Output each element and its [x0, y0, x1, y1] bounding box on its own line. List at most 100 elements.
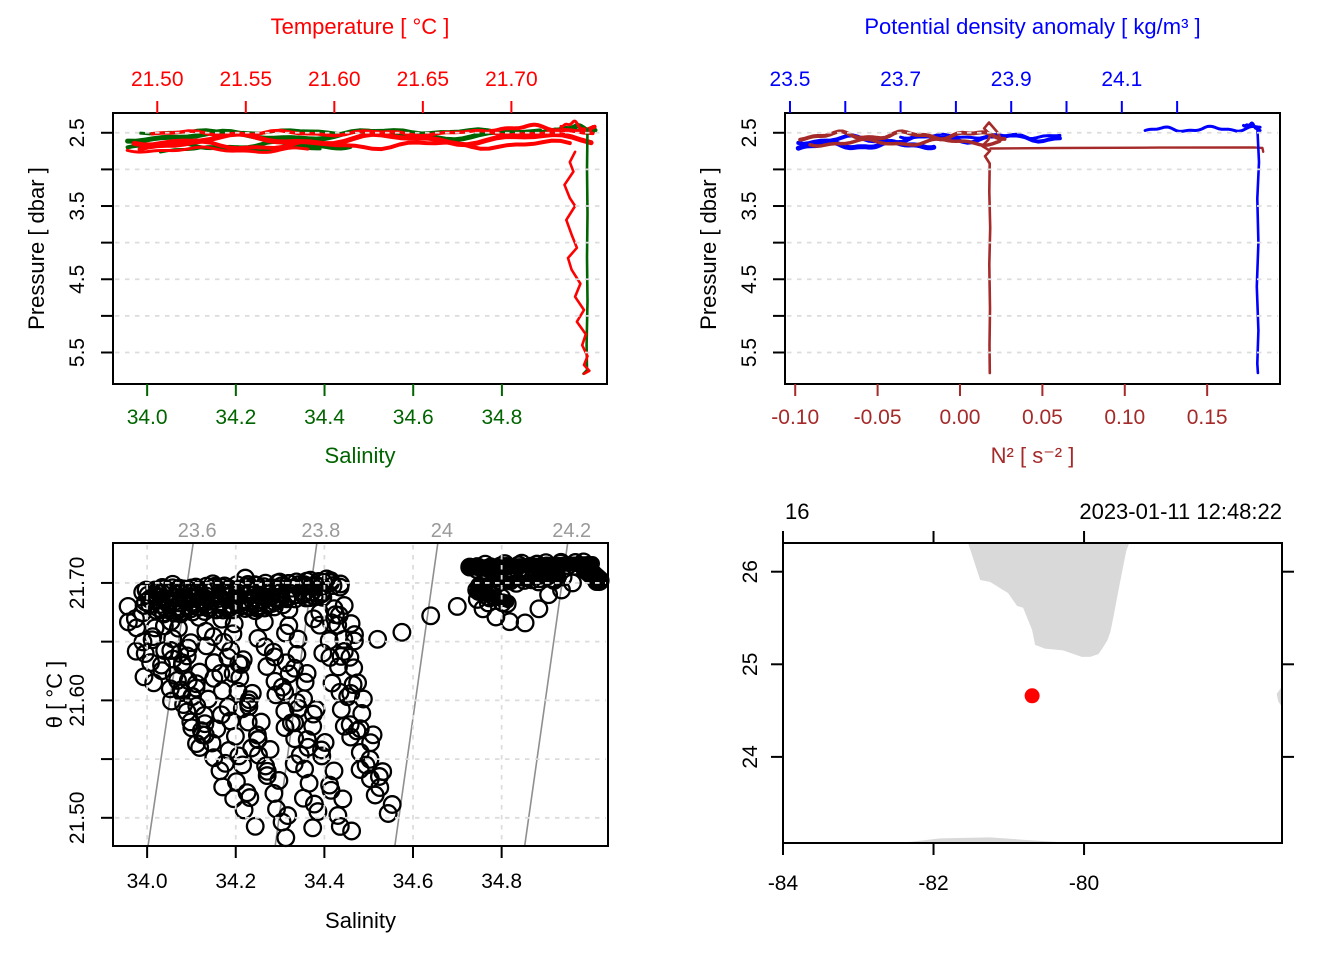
tick-label: 4.5 — [738, 265, 761, 294]
data-point — [267, 587, 287, 607]
tick-label: -80 — [1069, 872, 1099, 895]
tick-label: 34.2 — [215, 406, 256, 429]
tick-label: 34.2 — [215, 870, 256, 893]
station-datetime-title: 2023-01-11 12:48:22 — [1079, 499, 1282, 524]
tick-label: 34.6 — [393, 406, 434, 429]
tick-label: 34.0 — [127, 870, 168, 893]
data-point — [363, 725, 383, 745]
data-point — [308, 802, 328, 822]
tick-label: 34.8 — [481, 870, 522, 893]
tick-label: 34.4 — [304, 406, 345, 429]
tick-label: -0.10 — [771, 406, 819, 429]
axis-title-pressure: Pressure [ dbar ] — [24, 167, 49, 330]
data-point — [276, 653, 296, 673]
surface-band-stroke — [131, 131, 594, 148]
data-point — [370, 778, 390, 798]
data-point — [334, 642, 354, 661]
data-point — [226, 772, 246, 792]
data-point — [238, 693, 258, 713]
data-point — [196, 592, 216, 612]
tick-label: 23.5 — [770, 68, 811, 91]
tick-label: 21.60 — [308, 68, 361, 91]
n2-profile-line — [980, 121, 1003, 375]
tick-label: 34.8 — [481, 406, 522, 429]
station-number-title: 16 — [785, 499, 809, 524]
data-point — [190, 738, 210, 757]
data-point — [328, 615, 348, 635]
data-point — [212, 609, 232, 629]
density-profile-line — [1255, 125, 1261, 375]
data-point — [288, 629, 308, 649]
data-point — [271, 583, 291, 603]
data-point — [303, 818, 323, 838]
axis-title-salinity: Salinity — [325, 908, 396, 933]
tick-label: 0.05 — [1022, 406, 1063, 429]
plot-box — [112, 112, 608, 385]
data-point — [392, 622, 412, 642]
data-point — [330, 577, 350, 597]
tick-label: 34.0 — [127, 406, 168, 429]
data-point — [245, 816, 265, 836]
data-point — [196, 636, 216, 656]
tick-label: 21.70 — [485, 68, 538, 91]
data-point — [515, 613, 535, 633]
tick-label: 3.5 — [738, 191, 761, 220]
data-point — [240, 788, 260, 808]
panel-temperature-salinity-profile: 21.50 21.55 21.60 21.65 21.70 Temperature [ °… — [24, 14, 608, 468]
data-point — [224, 614, 244, 634]
surface-band-stroke — [137, 138, 572, 152]
isopycnal-label: 23.6 — [178, 520, 217, 542]
data-point — [312, 746, 332, 766]
data-point — [126, 641, 146, 661]
tick-label: 26 — [739, 560, 762, 583]
data-point — [312, 740, 331, 760]
data-point — [529, 599, 549, 619]
tick-label: -82 — [918, 872, 948, 895]
panel-station-map: -84 -82 -80 26 25 24 16 2023-01-11 12:48:22 — [739, 499, 1294, 895]
data-point — [142, 630, 162, 650]
data-point — [235, 568, 255, 588]
surface-band-stroke — [125, 145, 310, 154]
data-point — [152, 655, 171, 675]
data-point — [265, 647, 285, 667]
data-point — [421, 606, 441, 626]
data-point — [350, 760, 370, 779]
data-point — [257, 761, 277, 781]
axis-title-salinity: Salinity — [325, 443, 396, 468]
station-marker — [1024, 688, 1040, 704]
data-point — [171, 604, 191, 624]
data-point — [204, 668, 224, 688]
data-point — [278, 806, 298, 826]
tick-label: 21.60 — [66, 674, 89, 727]
data-point — [297, 730, 317, 750]
axis-title-n2: N² [ s⁻² ] — [991, 443, 1075, 468]
data-point — [229, 654, 249, 673]
data-point — [378, 804, 398, 823]
axis-title-density: Potential density anomaly [ kg/m³ ] — [864, 14, 1200, 39]
axis-title-temperature: Temperature [ °C ] — [271, 14, 450, 39]
data-point — [249, 745, 268, 765]
data-point — [285, 713, 305, 733]
tick-label: 21.50 — [131, 68, 184, 91]
data-point — [382, 795, 402, 814]
isopycnal-line — [523, 542, 569, 847]
isopycnal-line — [394, 542, 439, 847]
plot-box — [784, 112, 1281, 385]
data-point — [276, 828, 296, 848]
data-point — [300, 588, 320, 608]
data-point — [168, 670, 187, 690]
data-point — [186, 678, 206, 698]
tick-label: 5.5 — [66, 338, 89, 367]
tick-label: 23.9 — [991, 68, 1032, 91]
blob-stroke — [471, 572, 567, 590]
data-point — [275, 682, 295, 702]
data-point — [132, 603, 152, 623]
tick-label: 21.70 — [66, 557, 89, 610]
data-point — [352, 704, 372, 723]
data-point — [251, 712, 271, 732]
data-point — [345, 625, 364, 645]
tick-label: 24 — [739, 745, 762, 769]
data-point — [275, 718, 295, 738]
